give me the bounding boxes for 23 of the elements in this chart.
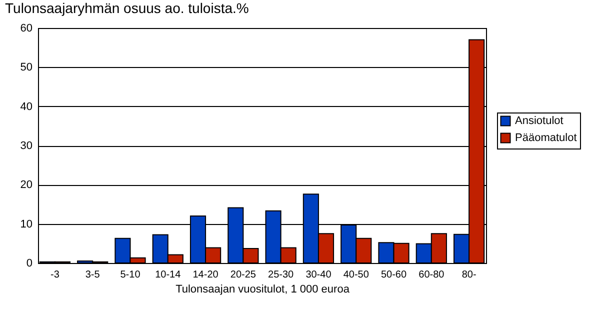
chart-title: Tulonsaajaryhmän osuus ao. tuloista.%: [5, 0, 249, 16]
y-tick-label: 50: [20, 62, 32, 74]
x-tick-label: 14-20: [192, 270, 219, 280]
x-tick-label: 50-60: [380, 270, 407, 280]
x-tick-label: 40-50: [343, 270, 370, 280]
y-tick-label: 10: [20, 218, 32, 230]
x-tick-label: -3: [50, 270, 60, 280]
y-tick-label: 0: [26, 258, 32, 270]
x-tick-label: 80-: [462, 270, 476, 280]
y-tick-label: 20: [20, 179, 32, 192]
y-tick-label: 30: [20, 140, 32, 152]
x-axis-title: Tulonsaajan vuositulot, 1 000 euroa: [176, 284, 350, 296]
legend-label: Ansiotulot: [515, 115, 564, 127]
legend-label: Pääomatulot: [515, 132, 577, 144]
x-tick-label: 20-25: [230, 270, 256, 280]
x-tick-label: 10-14: [155, 270, 182, 280]
x-tick-label: 3-5: [85, 270, 100, 280]
x-tick-label: 60-80: [418, 270, 445, 280]
y-tick-label: 40: [20, 100, 32, 113]
x-tick-label: 5-10: [120, 270, 141, 280]
x-tick-label: 30-40: [306, 270, 332, 280]
x-tick-label: 25-30: [268, 270, 294, 280]
y-tick-label: 60: [20, 22, 32, 34]
